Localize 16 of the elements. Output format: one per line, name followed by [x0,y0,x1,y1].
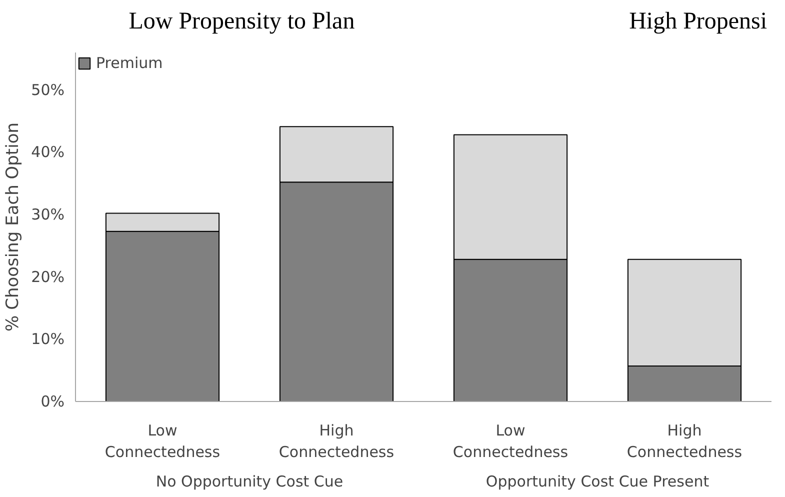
x-tick-label: High Connectedness [626,422,742,462]
y-tick-label: 0% [40,392,64,410]
x-tick-label: High Connectedness [278,422,394,462]
x-tick-label: Low Connectedness [104,422,220,462]
text: High Propensi [629,8,768,34]
y-tick-label: 40% [31,143,65,162]
y-tick-label: 50% [31,80,65,99]
y-axis-title: % Choosing Each Option [3,122,24,332]
y-tick-label: 20% [31,268,65,286]
chart-title: Low Propensity to Plan [128,8,355,34]
y-tick-label: 30% [31,206,65,224]
y-tick-label: 10% [31,330,65,348]
legend-label: Premium [96,54,163,72]
text: No Opportunity Cost Cue [156,472,344,490]
text: Opportunity Cost Cue Present [486,472,710,490]
x-tick-label: Low Connectedness [452,422,568,462]
